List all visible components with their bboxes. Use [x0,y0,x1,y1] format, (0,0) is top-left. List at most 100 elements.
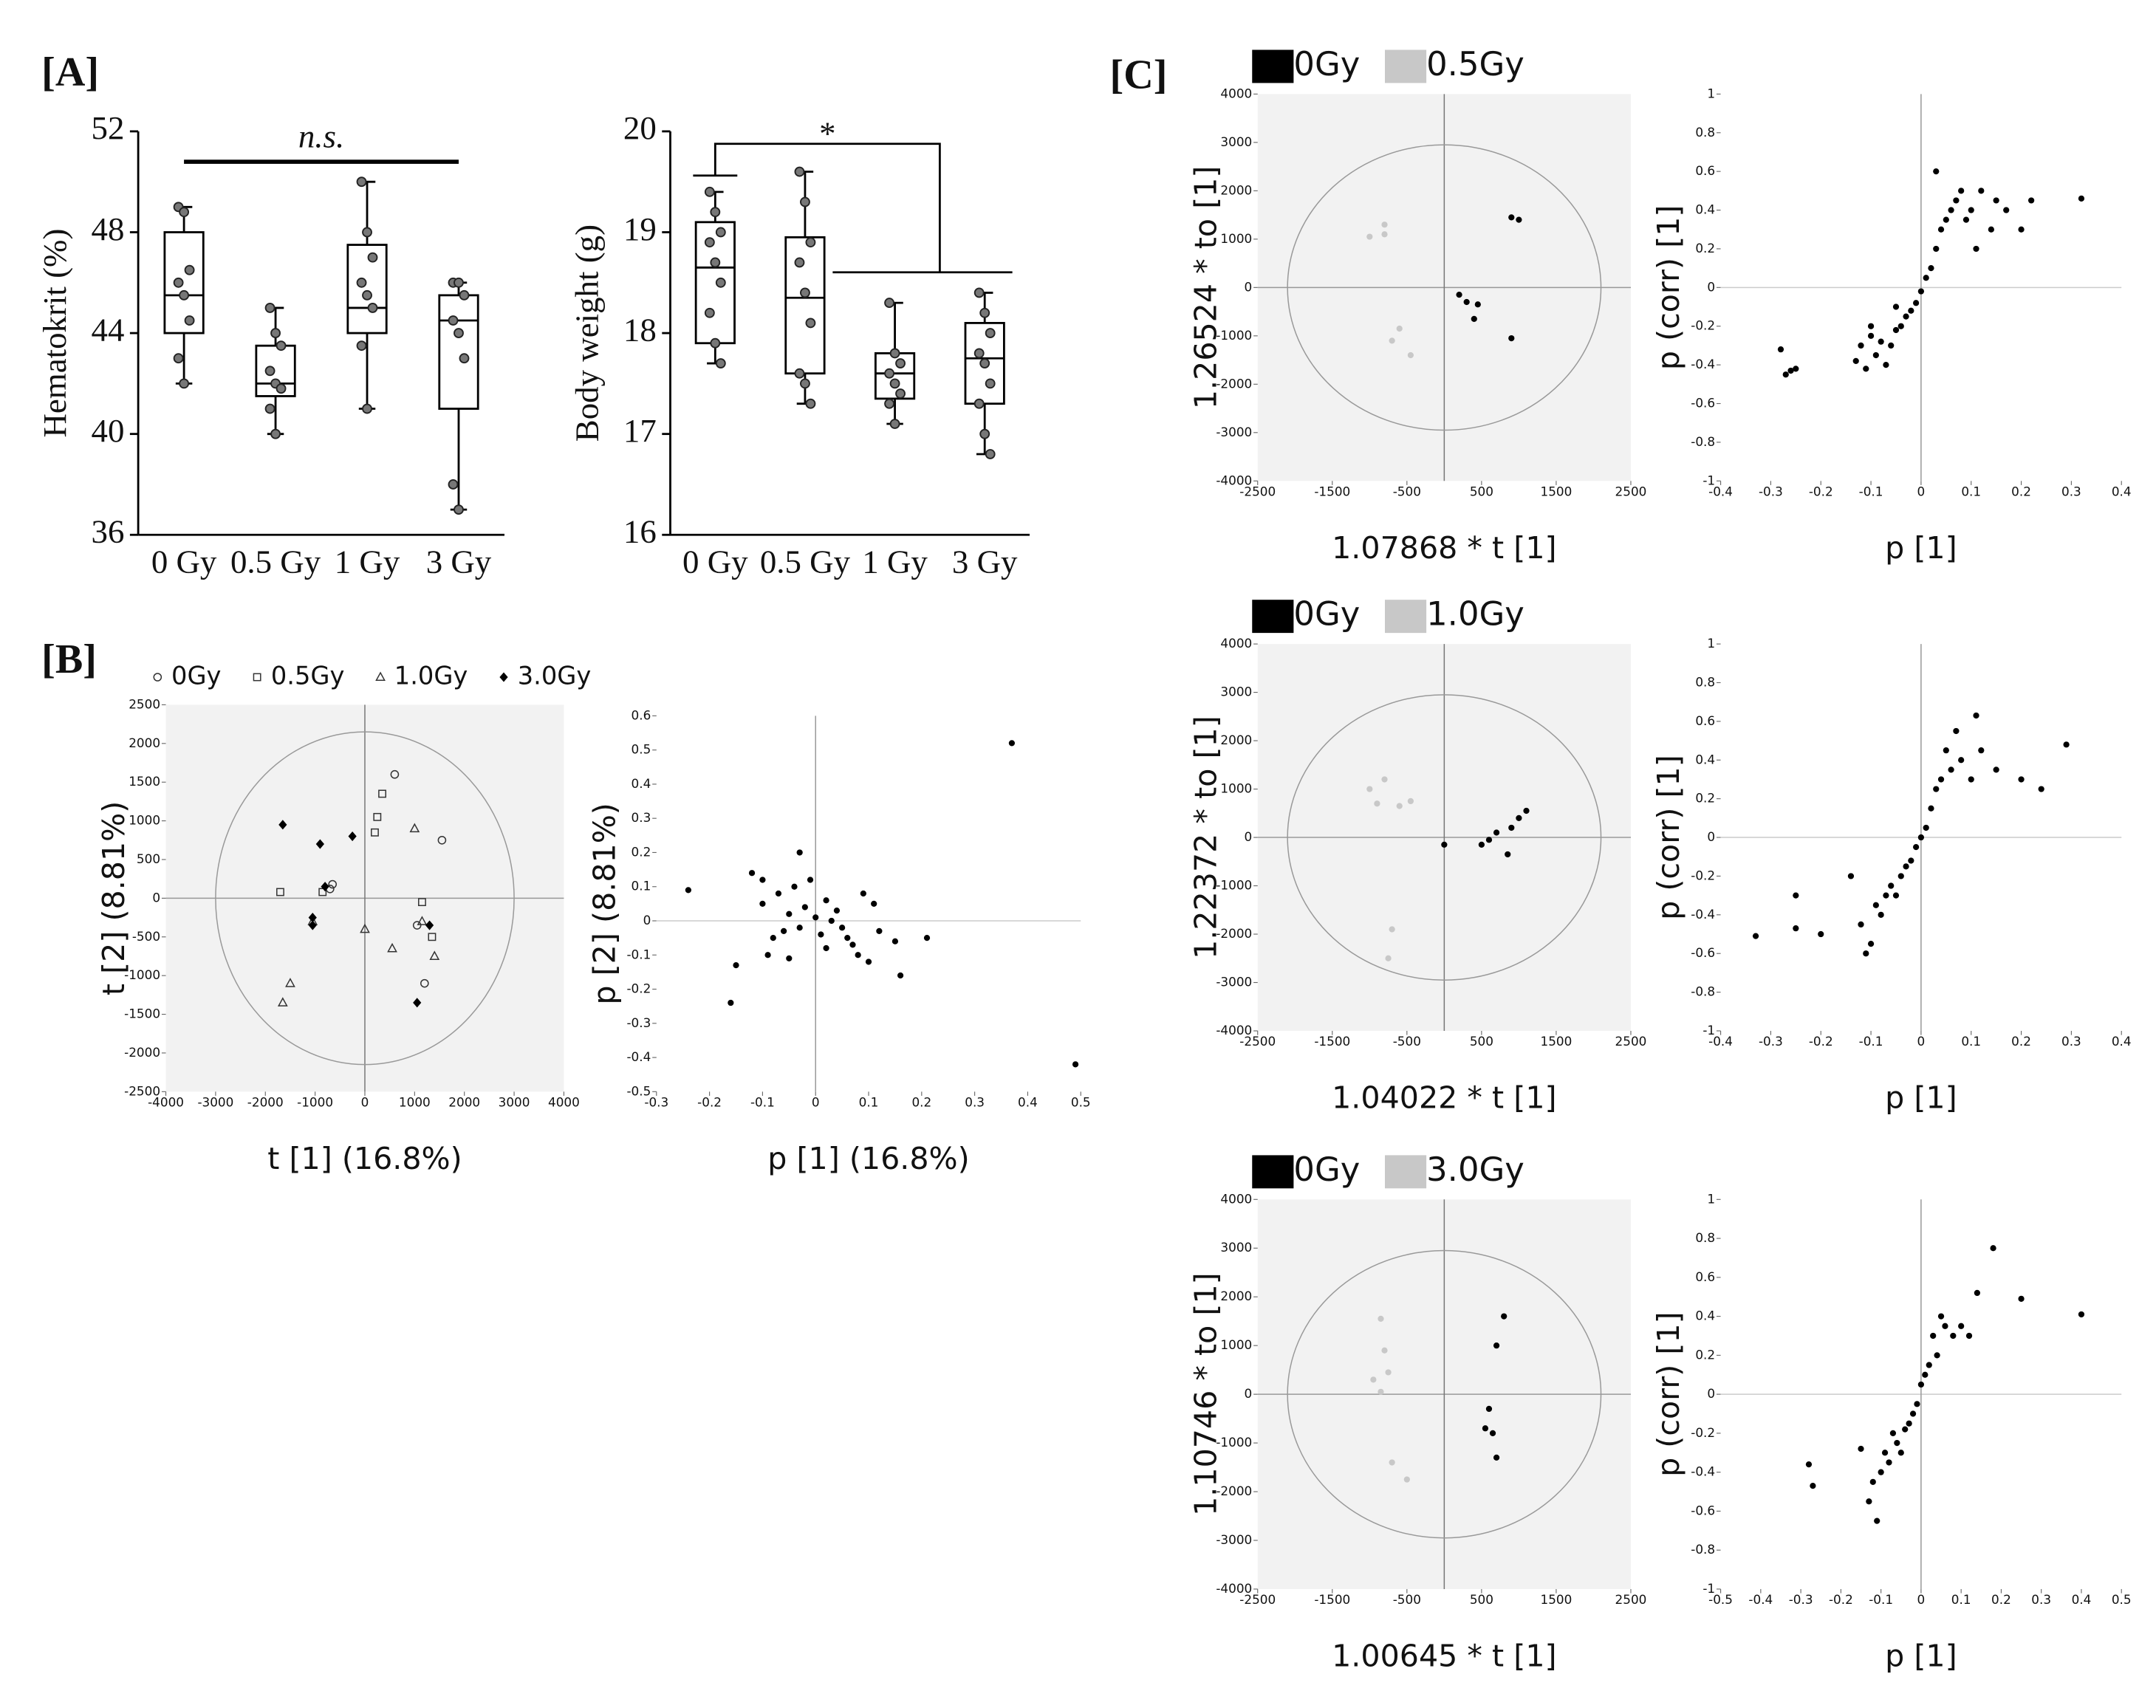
y-tick-label: -0.4 [1691,1464,1715,1479]
x-tick-label: -500 [1393,1034,1421,1049]
point [1493,1342,1500,1349]
point [1407,798,1414,805]
point [1370,1376,1377,1383]
point [833,907,841,914]
point [844,935,851,942]
point [1888,882,1895,889]
point [728,999,734,1006]
y-tick-label: 0.2 [632,844,651,859]
y-axis-label: p (corr) [1] [1651,755,1686,920]
y-tick-label: -3000 [1216,1532,1252,1547]
point [807,877,814,883]
panel-label: [C] [1110,52,1168,98]
point [1866,1498,1872,1505]
y-tick-label: -0.8 [1691,984,1715,999]
point [1897,323,1904,329]
point [1973,712,1979,719]
x-tick-label: -0.2 [697,1094,722,1109]
point [1930,1332,1937,1340]
point [1937,226,1945,233]
point [1908,307,1914,314]
y-tick-label: 17 [623,412,657,449]
legend-swatch [1252,49,1294,83]
point [823,944,829,952]
point [1381,231,1388,238]
x-tick-label: 0.5 Gy [760,543,851,580]
point [1953,727,1960,735]
point [1928,265,1934,272]
point [1950,1332,1957,1340]
point [1810,1483,1816,1489]
x-tick-label: 3 Gy [952,543,1018,580]
x-tick-label: 3000 [499,1094,530,1109]
x-tick-label: 0 Gy [682,543,748,580]
point [1752,933,1759,939]
point [1923,275,1929,281]
x-tick-label: 1 Gy [335,543,400,580]
point [1937,776,1945,783]
y-tick-label: 0.5 [632,742,651,757]
y-tick-label: 1 [1707,636,1715,651]
point [1493,1454,1500,1461]
point [1847,873,1855,879]
point [871,900,877,907]
significance-bracket [693,143,1013,274]
x-tick-label: -0.1 [1859,1034,1883,1049]
point [454,504,464,515]
y-tick-label: 0 [643,913,651,927]
y-axis-label: Hematokrit (%) [36,229,73,438]
y-tick-label: -0.8 [1691,1542,1715,1557]
y-tick-label: -3000 [1216,975,1252,990]
point [849,942,856,948]
point [373,812,382,821]
point [979,358,990,368]
x-axis-label: p [1] [1885,1639,1957,1674]
x-tick-label: -0.5 [1708,1592,1733,1607]
point [892,938,899,944]
point [1888,342,1895,349]
point [805,237,816,248]
y-tick-label: 2000 [1220,182,1252,197]
point [1943,747,1949,754]
x-tick-label: -2500 [1239,1034,1276,1049]
point [1872,902,1879,908]
point [1523,807,1530,814]
point [1926,1362,1932,1368]
point [791,883,798,890]
point [1897,873,1904,879]
point [1978,747,1985,754]
box [346,244,388,335]
y-tick-label: 0.2 [1695,241,1715,255]
x-tick-label: 0.3 [2061,484,2081,498]
point [1914,1401,1920,1407]
point [1974,1289,1980,1297]
point [2038,786,2044,792]
point [1968,776,1974,783]
point [356,277,367,288]
point [321,882,329,892]
point [800,378,810,389]
point [1917,834,1925,841]
y-tick-label: -2000 [1216,926,1252,941]
x-tick-label: 0.1 [1961,1034,1981,1049]
point [775,890,782,897]
y-tick-label: 0.8 [1695,674,1715,689]
x-tick-label: 0 [1917,1592,1926,1607]
y-tick-label: -1000 [1216,1435,1252,1450]
point [1508,214,1515,221]
point [362,227,372,238]
y-tick-label: 0 [1707,1386,1715,1401]
x-tick-label: 1 Gy [862,543,928,580]
y-tick-label: -1000 [1216,328,1252,343]
point [781,927,787,934]
y-tick-label: 0.4 [1695,1309,1715,1323]
point [1389,1459,1395,1466]
x-axis-label: 1.00645 * t [1] [1332,1639,1556,1674]
y-tick-label: 0 [1245,279,1253,294]
point [1881,1450,1889,1456]
y-tick-label: 500 [137,851,160,866]
y-tick-label: 1 [1707,86,1715,100]
point [390,769,400,779]
point [1886,1459,1892,1466]
y-tick-label: -4000 [1216,1023,1252,1038]
